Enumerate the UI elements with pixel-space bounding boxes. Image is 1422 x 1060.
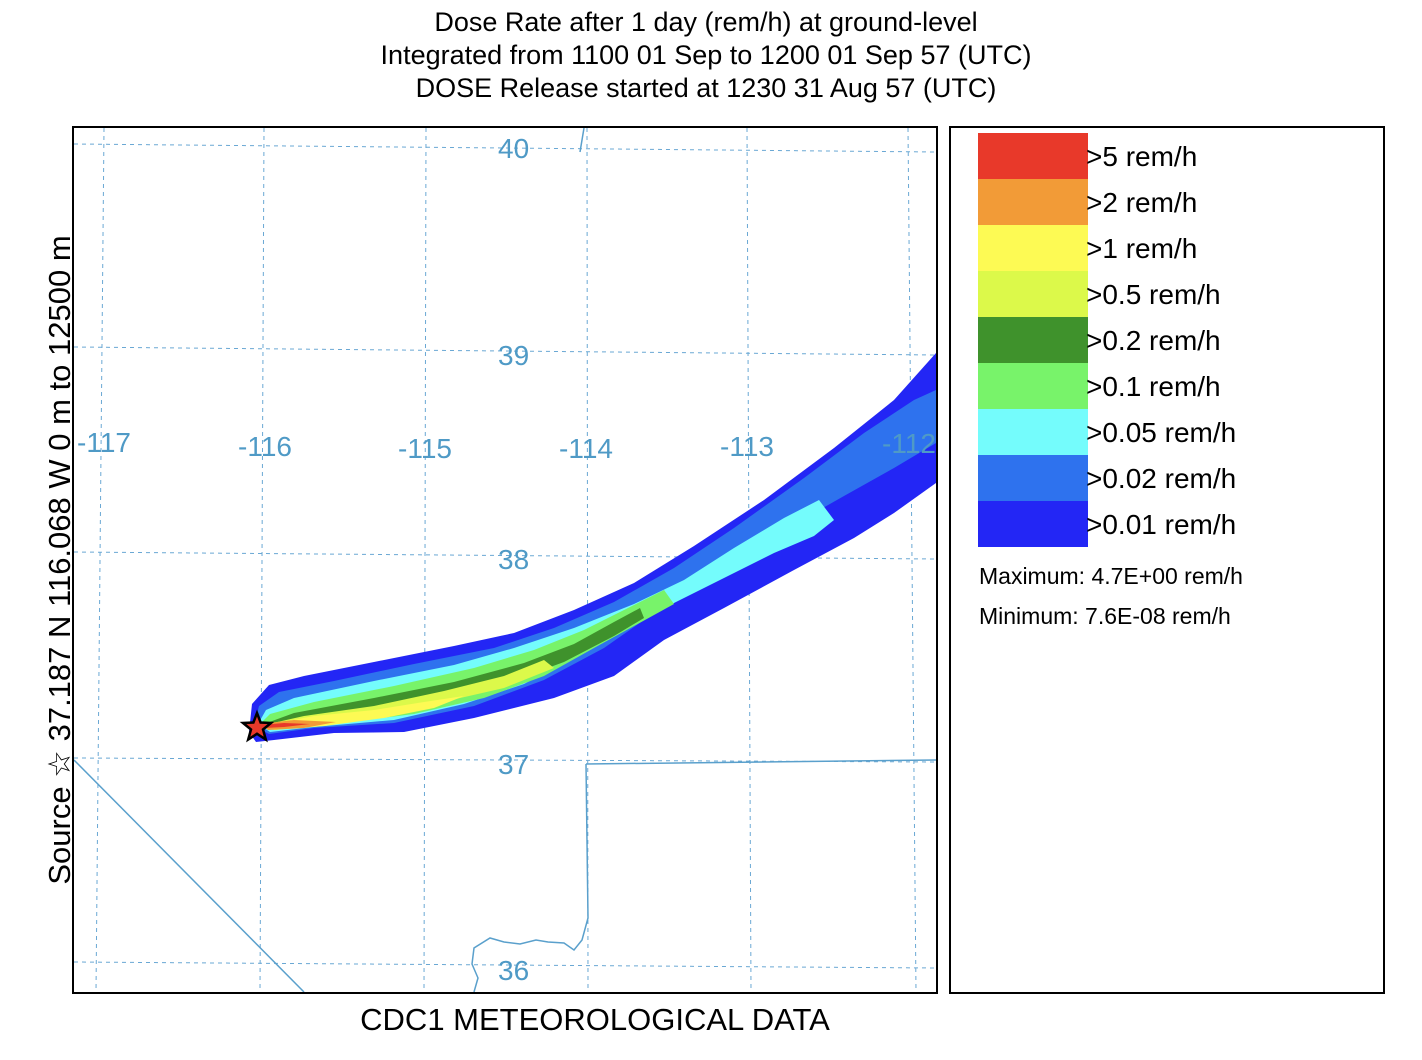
legend-swatch (978, 409, 1088, 455)
longitude-line-116 (259, 128, 265, 992)
title-block: Dose Rate after 1 day (rem/h) at ground-… (0, 6, 1412, 105)
longitude-line-112 (907, 128, 917, 992)
nevada-utah-border (579, 128, 585, 153)
meteorological-data-label: CDC1 METEOROLOGICAL DATA (360, 1002, 830, 1037)
legend-label: >5 rem/h (1086, 141, 1198, 172)
legend-item: >0.02 rem/h (978, 455, 1378, 501)
longitude-line-117 (95, 128, 105, 992)
legend-label: >0.5 rem/h (1086, 279, 1221, 310)
legend-item: >0.05 rem/h (978, 409, 1378, 455)
plume-band-5 (260, 723, 310, 728)
legend-item: >0.2 rem/h (978, 317, 1378, 363)
latitude-label-40: 40 (498, 133, 530, 164)
latitude-label-37: 37 (498, 749, 530, 780)
title-line-3: DOSE Release started at 1230 31 Aug 57 (… (415, 73, 997, 103)
longitude-line-115 (423, 128, 427, 992)
legend-swatch (978, 501, 1088, 547)
legend-item: >1 rem/h (978, 225, 1378, 271)
legend-swatch (978, 271, 1088, 317)
legend-item: >5 rem/h (978, 133, 1378, 179)
legend-swatch (978, 363, 1088, 409)
longitude-label-115: -115 (398, 433, 452, 464)
plume-band-0-1 (260, 590, 674, 730)
legend-swatch (978, 179, 1088, 225)
source-star-icon (239, 709, 275, 743)
longitude-label-117: -117 (77, 427, 131, 458)
longitude-label-116: -116 (238, 431, 292, 462)
state-borders (74, 128, 936, 992)
latitude-label-39: 39 (498, 340, 530, 371)
longitude-label-112: -112 (882, 428, 936, 459)
legend-swatch (978, 455, 1088, 501)
legend-item: >0.1 rem/h (978, 363, 1378, 409)
legend-label: >1 rem/h (1086, 233, 1198, 264)
legend-panel: >5 rem/h >2 rem/h >1 rem/h >0.5 rem/h >0… (949, 126, 1385, 994)
nevada-california-border (74, 759, 305, 992)
minimum-value: Minimum: 7.6E-08 rem/h (979, 603, 1231, 629)
legend-swatch (978, 225, 1088, 271)
longitude-label-114: -114 (559, 433, 613, 464)
nevada-arizona-border (585, 759, 936, 765)
legend-label: >2 rem/h (1086, 187, 1198, 218)
legend-swatch (978, 317, 1088, 363)
plume-band-0-2 (264, 608, 644, 726)
legend-label: >0.02 rem/h (1086, 463, 1237, 494)
legend-swatch (978, 133, 1088, 179)
legend-item: >2 rem/h (978, 179, 1378, 225)
map-canvas (74, 128, 936, 992)
map-panel[interactable]: 40 39 38 37 36 -117 -116 -115 -114 -113 … (72, 126, 938, 994)
plume-band-0-5 (264, 660, 554, 726)
title-line-1: Dose Rate after 1 day (rem/h) at ground-… (434, 7, 978, 37)
dose-plume (249, 353, 936, 742)
legend-label: >0.1 rem/h (1086, 371, 1221, 402)
title-line-2: Integrated from 1100 01 Sep to 1200 01 S… (380, 40, 1032, 70)
latitude-label-36: 36 (498, 955, 530, 986)
latitude-label-38: 38 (498, 544, 530, 575)
legend-label: >0.05 rem/h (1086, 417, 1237, 448)
legend-item: >0.5 rem/h (978, 271, 1378, 317)
maximum-value: Maximum: 4.7E+00 rem/h (979, 563, 1243, 589)
legend-item: >0.01 rem/h (978, 501, 1378, 547)
legend-label: >0.01 rem/h (1086, 509, 1237, 540)
colorado-river-border (471, 763, 589, 992)
longitude-label-113: -113 (720, 431, 774, 462)
legend-label: >0.2 rem/h (1086, 325, 1221, 356)
